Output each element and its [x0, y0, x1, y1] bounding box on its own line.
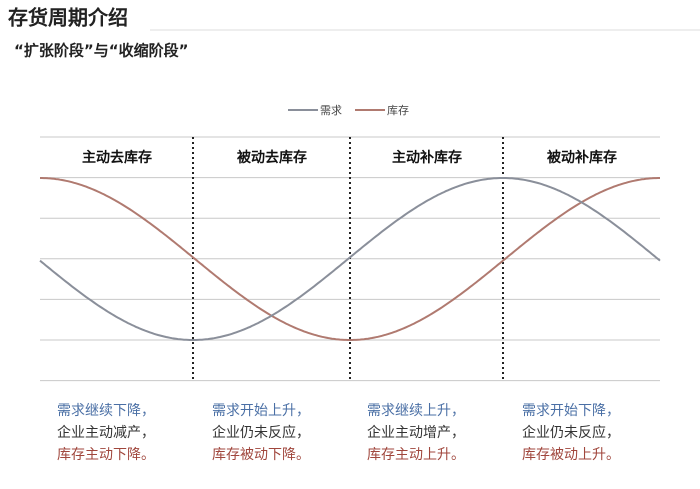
phase-label: 主动补库存 [392, 149, 462, 166]
note-line: 需求开始下降， [522, 403, 620, 419]
note-line: 库存主动上升。 [367, 447, 465, 463]
note-line: 需求开始上升， [212, 403, 310, 419]
demand-curve [39, 177, 661, 341]
note-line: 需求继续上升， [367, 402, 465, 419]
note-line: 企业主动减产， [57, 424, 155, 441]
note-line: 需求继续下降， [57, 402, 155, 419]
note-line: 库存被动上升。 [522, 447, 620, 463]
note-line: 库存主动下降。 [57, 447, 155, 463]
note-line: 企业仍未反应， [212, 424, 310, 441]
phase-label: 被动去库存 [237, 149, 307, 166]
note-line: 企业主动增产， [367, 424, 465, 441]
legend-label: 需求 [320, 104, 342, 117]
subtitle: “扩张阶段”与“收缩阶段” [14, 42, 188, 60]
inventory-curve [40, 177, 660, 341]
phase-label: 被动补库存 [547, 149, 617, 166]
phase-label: 主动去库存 [82, 149, 152, 166]
title: 存货周期介绍 [8, 6, 128, 30]
grid [40, 136, 660, 382]
note-line: 库存被动下降。 [212, 447, 310, 463]
note-line: 企业仍未反应， [522, 424, 620, 441]
legend-label: 库存 [387, 103, 409, 117]
